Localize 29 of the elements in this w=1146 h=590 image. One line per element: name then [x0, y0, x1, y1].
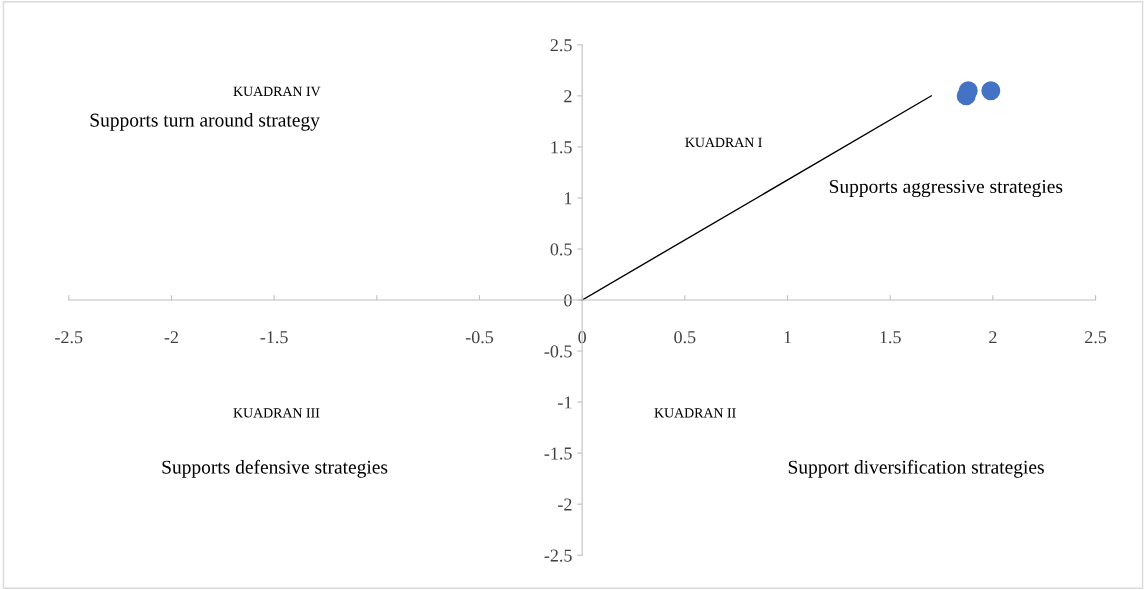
- annotation: KUADRAN I: [685, 137, 762, 148]
- y-tick-label: -2: [558, 498, 572, 511]
- annotation: KUADRAN II: [654, 408, 736, 418]
- x-tick-label: 2.5: [1085, 331, 1107, 344]
- x-tick-label: -1.5: [260, 331, 288, 344]
- y-tick-label: 1.5: [551, 141, 572, 154]
- x-tick-label: -2: [164, 331, 178, 344]
- annotation: Support diversification strategies: [788, 459, 1044, 478]
- annotation: Supports defensive strategies: [162, 459, 388, 478]
- annotation: Supports turn around strategy: [90, 113, 320, 131]
- annotation: KUADRAN IV: [233, 86, 321, 97]
- x-tick-label: 0: [578, 331, 586, 344]
- x-tick-label: 0.5: [674, 331, 696, 344]
- annotation: KUADRAN III: [233, 408, 320, 418]
- y-tick-label: -0.5: [544, 345, 572, 358]
- x-tick-label: 2: [989, 331, 997, 344]
- y-tick-label: -2.5: [544, 549, 572, 562]
- x-tick-label: -0.5: [465, 331, 494, 344]
- y-tick-label: 2: [564, 90, 572, 103]
- y-tick-label: 0: [564, 294, 572, 307]
- y-tick-label: 1: [565, 192, 572, 205]
- x-tick-label: 1.5: [880, 331, 901, 344]
- y-tick-label: -1: [558, 396, 572, 409]
- y-tick-label: -1.5: [544, 447, 572, 460]
- y-tick-label: 2.5: [550, 39, 572, 52]
- y-tick-label: 0.5: [550, 243, 572, 256]
- x-tick-label: -2.5: [55, 331, 83, 344]
- annotation: Supports aggressive strategies: [829, 179, 1063, 198]
- x-tick-label: 1: [784, 331, 791, 344]
